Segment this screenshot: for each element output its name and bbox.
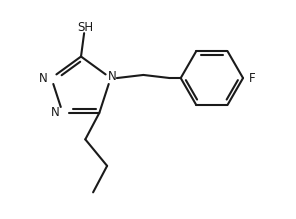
Text: SH: SH (78, 21, 94, 34)
Text: F: F (248, 72, 255, 85)
Text: N: N (51, 106, 59, 119)
Text: N: N (108, 70, 117, 83)
Text: N: N (39, 72, 48, 85)
